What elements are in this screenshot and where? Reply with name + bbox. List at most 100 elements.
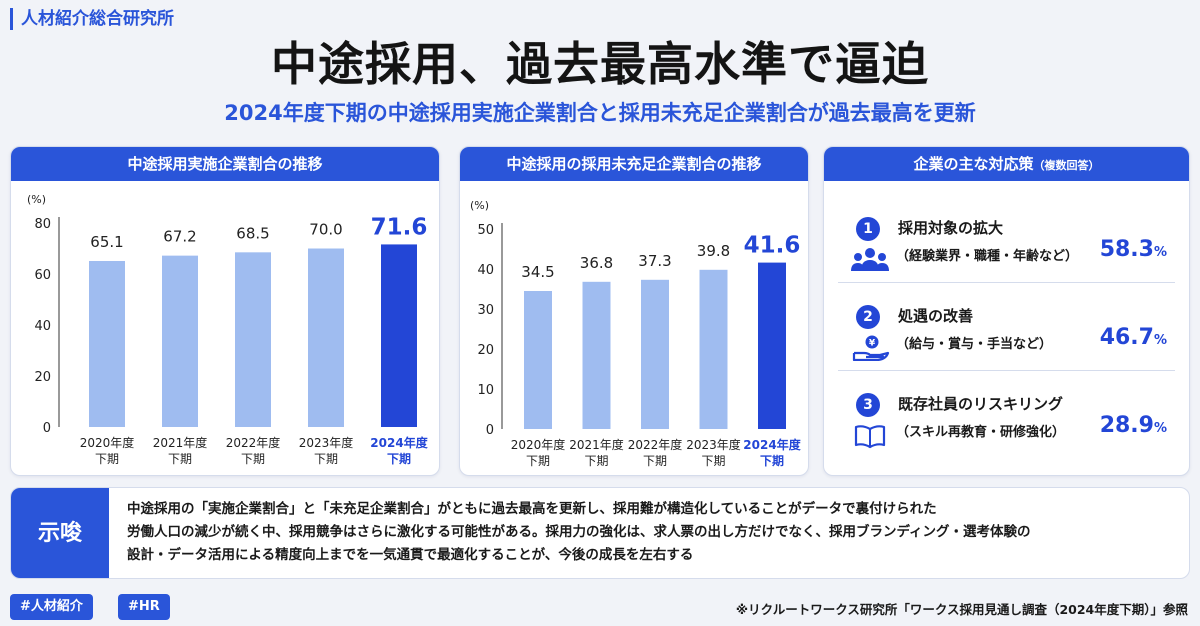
x-tick-label: 下期	[584, 454, 608, 468]
item-title: 採用対象の拡大	[898, 219, 1004, 237]
item-detail: （スキル再教育・研修強化）	[896, 425, 1066, 440]
y-tick-label: 40	[477, 263, 494, 278]
bar	[641, 279, 669, 429]
x-tick-label: 下期	[760, 453, 784, 468]
x-tick-label: 2024年度	[743, 437, 801, 452]
item-number: 2	[856, 305, 880, 329]
item-title: 既存社員のリスキリング	[898, 395, 1064, 413]
x-tick-label: 2020年度	[80, 435, 135, 450]
page-subtitle: 2024年度下期の中途採用実施企業割合と採用未充足企業割合が過去最高を更新	[224, 101, 976, 125]
item-percent: 28.9%	[1100, 413, 1167, 438]
responses-title: 企業の主な対応策（複数回答）	[824, 147, 1189, 181]
x-tick-label: 2021年度	[153, 435, 208, 450]
bar	[524, 291, 552, 429]
chart-title: 中途採用の採用未充足企業割合の推移	[460, 147, 808, 181]
item-percent: 46.7%	[1100, 325, 1167, 350]
data-label: 39.8	[697, 242, 730, 260]
item-percent-unit: %	[1153, 421, 1167, 436]
data-label: 36.8	[580, 254, 613, 272]
item-detail: （経験業界・職種・年齢など）	[896, 249, 1079, 264]
insight-line: 中途採用の「実施企業割合」と「未充足企業割合」がともに過去最高を更新し、採用難が…	[127, 501, 937, 517]
data-label: 68.5	[236, 224, 269, 242]
item-number: 1	[856, 217, 880, 241]
bar	[308, 248, 344, 427]
chart-panel-hiring-rate: 中途採用実施企業割合の推移 (%) 0 20 40 60 80 65.1 2020年度 下期 67…	[10, 146, 440, 476]
chart-panel-unfilled-rate: 中途採用の採用未充足企業割合の推移 (%) 0 10 20 30 40 50 34.5 2020…	[459, 146, 809, 476]
response-item: 1 採用対象の拡大 （経験業界・職種・年齢など） 58.3%	[838, 195, 1175, 283]
x-tick-label: 2024年度	[370, 435, 428, 450]
item-percent-value: 28.9	[1099, 413, 1154, 438]
item-title: 処遇の改善	[898, 307, 974, 325]
insight-text: 中途採用の「実施企業割合」と「未充足企業割合」がともに過去最高を更新し、採用難が…	[127, 498, 1177, 567]
responses-title-text: 企業の主な対応策	[913, 155, 1034, 173]
responses-note: （複数回答）	[1033, 159, 1100, 172]
y-tick-label: 40	[34, 319, 51, 334]
y-tick-label: 80	[34, 217, 51, 232]
x-tick-label: 下期	[701, 454, 725, 468]
insight-line: 労働人口の減少が続く中、採用競争はさらに激化する可能性がある。採用力の強化は、求…	[127, 524, 1031, 540]
y-tick-label: 0	[43, 421, 51, 436]
item-number: 3	[856, 393, 880, 417]
x-tick-label: 下期	[643, 454, 667, 468]
x-tick-label: 2020年度	[511, 437, 566, 452]
data-label: 70.0	[309, 221, 342, 239]
chart-title: 中途採用実施企業割合の推移	[11, 147, 439, 181]
bar	[235, 252, 271, 427]
item-percent-value: 58.3	[1099, 237, 1154, 262]
bar	[758, 262, 786, 429]
bar	[699, 269, 728, 429]
book-icon	[854, 425, 886, 449]
x-tick-label: 2023年度	[299, 435, 354, 450]
data-label: 41.6	[744, 233, 801, 259]
x-tick-label: 下期	[241, 452, 265, 466]
y-axis-unit: (%)	[27, 193, 46, 206]
bar	[89, 260, 125, 427]
tag-jinzai[interactable]: #人材紹介	[10, 594, 93, 620]
x-tick-label: 下期	[168, 452, 192, 466]
responses-panel: 企業の主な対応策（複数回答） 1 採用対象の拡大 （経験業界・職種・年齢など） …	[823, 146, 1190, 476]
tag-hr[interactable]: #HR	[118, 594, 170, 620]
response-item: 3 既存社員のリスキリング （スキル再教育・研修強化） 28.9%	[838, 371, 1175, 459]
y-tick-label: 10	[477, 383, 494, 398]
data-label: 34.5	[521, 263, 554, 281]
bar	[582, 281, 611, 429]
y-tick-label: 20	[477, 343, 494, 358]
response-item: 2 ¥ 処遇の改善 （給与・賞与・手当など） 46.7%	[838, 283, 1175, 371]
y-tick-label: 20	[34, 370, 51, 385]
bar-chart-hiring-rate: (%)02040608065.12020年度下期67.22021年度下期68.5…	[27, 193, 429, 466]
item-percent-unit: %	[1153, 333, 1167, 348]
y-axis-unit: (%)	[470, 199, 489, 212]
data-label: 37.3	[638, 252, 671, 270]
insight-line: 設計・データ活用による精度向上までを一気通貫で最適化することが、今後の成長を左右…	[127, 547, 694, 563]
brand-label: 人材紹介総合研究所	[10, 8, 174, 30]
x-tick-label: 2023年度	[686, 437, 741, 452]
people-icon	[851, 248, 889, 271]
x-tick-label: 下期	[526, 454, 550, 468]
insight-box: 示唆 中途採用の「実施企業割合」と「未充足企業割合」がともに過去最高を更新し、採…	[10, 487, 1190, 579]
yen-hand-icon: ¥	[852, 335, 890, 361]
x-tick-label: 下期	[314, 452, 338, 466]
bar-chart-unfilled-rate: (%)0102030405034.52020年度下期36.82021年度下期37…	[470, 199, 802, 468]
y-tick-label: 30	[477, 303, 494, 318]
item-percent: 58.3%	[1100, 237, 1167, 262]
item-percent-unit: %	[1153, 245, 1167, 260]
item-detail: （給与・賞与・手当など）	[896, 337, 1053, 352]
insight-label: 示唆	[11, 488, 109, 578]
page-title: 中途採用、過去最高水準で逼迫	[271, 37, 929, 91]
y-tick-label: 60	[34, 268, 51, 283]
y-tick-label: 0	[486, 423, 494, 438]
x-tick-label: 下期	[95, 452, 119, 466]
bar	[162, 255, 198, 427]
x-tick-label: 2022年度	[226, 435, 281, 450]
x-tick-label: 2022年度	[628, 437, 683, 452]
bar	[381, 244, 417, 427]
data-label: 65.1	[90, 233, 123, 251]
svg-text:¥: ¥	[869, 339, 876, 349]
x-tick-label: 2021年度	[569, 437, 624, 452]
data-label: 71.6	[371, 214, 428, 240]
item-percent-value: 46.7	[1099, 325, 1154, 350]
source-note: ※リクルートワークス研究所「ワークス採用見通し調査（2024年度下期）」参照	[735, 602, 1188, 617]
x-tick-label: 下期	[387, 451, 411, 466]
data-label: 67.2	[163, 228, 196, 246]
y-tick-label: 50	[477, 223, 494, 238]
